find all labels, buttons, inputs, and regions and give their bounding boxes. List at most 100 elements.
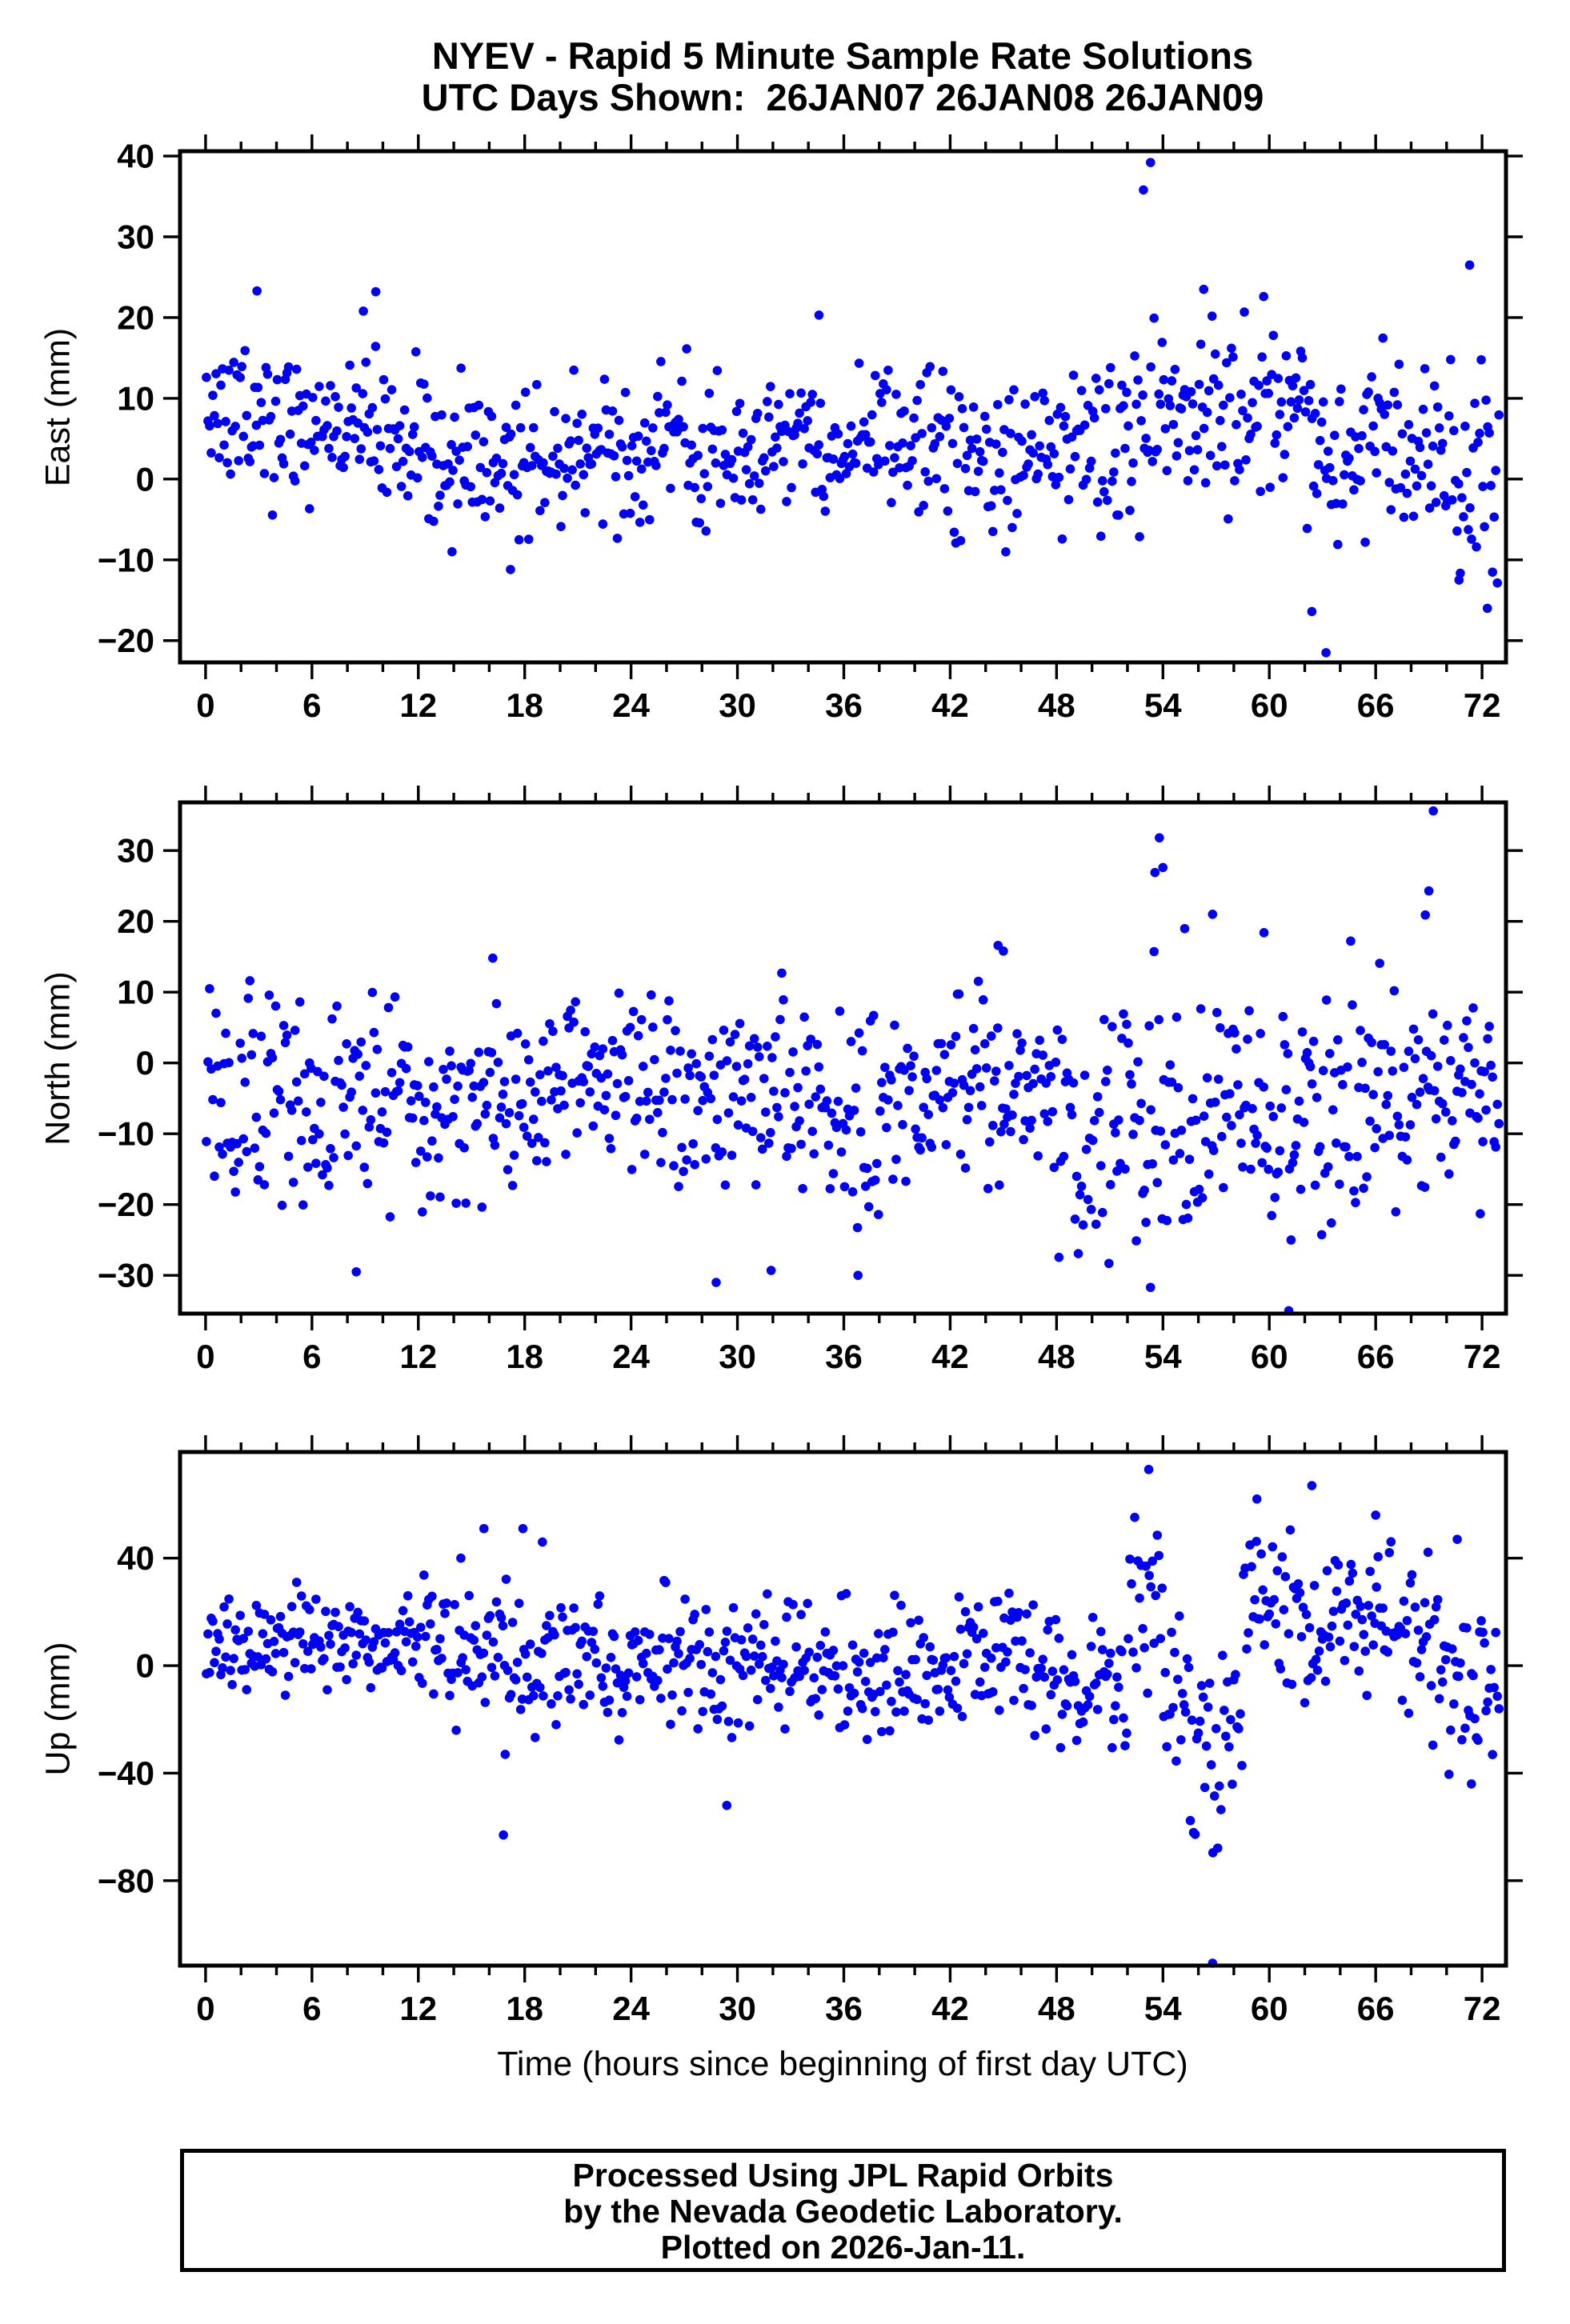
scatter-point — [620, 1676, 631, 1686]
scatter-point — [327, 453, 337, 462]
scatter-point — [466, 482, 476, 492]
scatter-point — [1009, 385, 1019, 395]
scatter-point — [423, 393, 432, 403]
scatter-point — [1285, 1525, 1296, 1535]
scatter-point — [1057, 1034, 1067, 1044]
scatter-point — [1162, 466, 1172, 476]
scatter-point — [1440, 1654, 1451, 1665]
scatter-point — [1086, 1205, 1096, 1214]
scatter-point — [641, 1096, 651, 1106]
scatter-point — [930, 438, 940, 449]
scatter-point — [1095, 1626, 1106, 1637]
scatter-point — [482, 467, 492, 478]
scatter-point — [1400, 1629, 1411, 1638]
scatter-point — [1421, 1632, 1432, 1642]
scatter-point — [1086, 456, 1096, 466]
scatter-point — [280, 1038, 290, 1048]
scatter-point — [211, 1008, 221, 1018]
up-frame — [178, 1450, 1508, 1968]
scatter-point — [1420, 910, 1430, 920]
scatter-point — [1136, 416, 1146, 426]
scatter-point — [1394, 1120, 1404, 1130]
scatter-point — [1271, 1618, 1281, 1629]
scatter-point — [862, 1163, 872, 1174]
scatter-point — [860, 1677, 871, 1686]
scatter-point — [1238, 406, 1248, 416]
scatter-point — [1160, 424, 1171, 434]
scatter-point — [1185, 1815, 1196, 1826]
scatter-point — [909, 1051, 919, 1062]
scatter-point — [575, 459, 585, 469]
scatter-point — [539, 1036, 548, 1046]
scatter-point — [445, 1046, 455, 1056]
scatter-point — [943, 1685, 953, 1695]
scatter-point — [1184, 1662, 1194, 1673]
scatter-point — [1232, 420, 1241, 430]
east-ticks — [163, 134, 1523, 679]
scatter-point — [342, 1674, 351, 1685]
scatter-point — [1125, 506, 1135, 515]
scatter-point — [764, 412, 774, 422]
scatter-point — [993, 1596, 1003, 1606]
scatter-point — [1484, 1022, 1494, 1031]
scatter-point — [836, 1147, 847, 1157]
scatter-point — [1301, 1610, 1312, 1619]
scatter-point — [1391, 1206, 1401, 1217]
scatter-point — [205, 1667, 214, 1678]
scatter-point — [306, 1664, 316, 1674]
scatter-point — [1378, 333, 1388, 343]
scatter-point — [923, 476, 934, 486]
scatter-point — [674, 1182, 683, 1191]
scatter-point — [298, 1200, 308, 1210]
scatter-point — [499, 1077, 510, 1086]
scatter-point — [1340, 1655, 1350, 1666]
scatter-point — [1280, 1040, 1290, 1050]
scatter-point — [559, 1100, 569, 1110]
scatter-point — [464, 1590, 475, 1601]
scatter-point — [959, 422, 969, 433]
scatter-point — [558, 1070, 567, 1081]
scatter-point — [243, 994, 254, 1003]
scatter-point — [993, 399, 1003, 410]
scatter-point — [1429, 1614, 1440, 1625]
scatter-point — [501, 422, 511, 433]
scatter-point — [820, 1627, 831, 1637]
scatter-point — [242, 1146, 252, 1157]
scatter-point — [1030, 392, 1039, 402]
scatter-point — [1141, 434, 1151, 443]
y-tick-label: 0 — [136, 460, 154, 498]
scatter-point — [1288, 1158, 1298, 1168]
scatter-point — [857, 1046, 867, 1056]
scatter-point — [1454, 479, 1464, 489]
scatter-point — [677, 1142, 687, 1153]
scatter-point — [769, 1086, 779, 1096]
scatter-point — [1359, 1630, 1369, 1639]
scatter-point — [1482, 603, 1492, 614]
scatter-point — [949, 527, 959, 538]
scatter-point — [650, 1054, 659, 1065]
scatter-point — [579, 1077, 589, 1086]
scatter-point — [1173, 1674, 1183, 1684]
scatter-point — [1465, 503, 1475, 513]
east-points — [202, 158, 1504, 658]
scatter-point — [1294, 1096, 1304, 1106]
scatter-point — [704, 1627, 715, 1637]
scatter-point — [1027, 1701, 1036, 1710]
scatter-point — [877, 1078, 887, 1087]
scatter-point — [590, 1644, 600, 1654]
scatter-point — [1051, 1057, 1061, 1067]
scatter-point — [944, 414, 955, 423]
scatter-point — [382, 1127, 392, 1138]
scatter-point — [1154, 1014, 1164, 1025]
scatter-point — [707, 444, 718, 454]
scatter-point — [477, 1202, 487, 1212]
scatter-point — [463, 442, 472, 452]
scatter-point — [1457, 1087, 1467, 1098]
scatter-point — [755, 1640, 766, 1650]
scatter-point — [515, 422, 526, 433]
scatter-point — [630, 492, 640, 502]
scatter-point — [1384, 1130, 1395, 1141]
scatter-point — [414, 1091, 424, 1102]
scatter-point — [1035, 441, 1045, 451]
scatter-point — [435, 1634, 445, 1644]
